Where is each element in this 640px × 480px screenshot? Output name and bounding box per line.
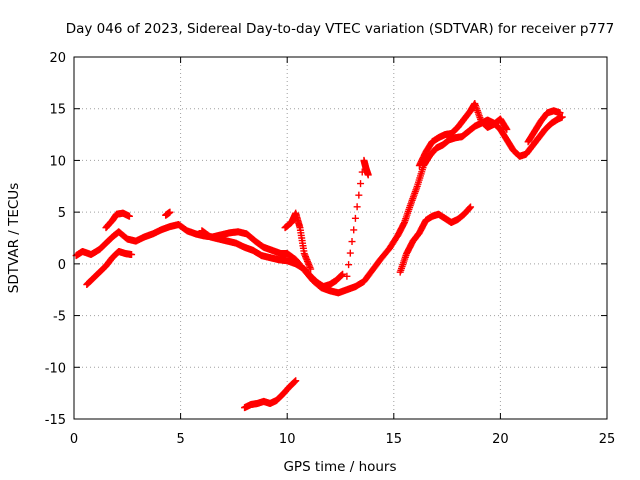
y-tick-label: -10 (45, 361, 66, 376)
data-point (556, 109, 564, 117)
series-lower (83, 203, 475, 291)
data-point (166, 208, 174, 216)
data-point (307, 265, 315, 273)
data-point (558, 113, 566, 121)
data-point (350, 226, 358, 234)
data-point (364, 171, 372, 179)
x-tick-label: 10 (279, 432, 296, 447)
x-tick-label: 25 (599, 432, 616, 447)
data-point (292, 377, 300, 385)
y-tick-label: 10 (49, 154, 66, 169)
y-tick-label: 20 (49, 51, 66, 66)
series-isolated-low (241, 377, 300, 412)
data-point (125, 212, 133, 220)
series-upper (102, 100, 564, 280)
chart-title: Day 046 of 2023, Sidereal Day-to-day VTE… (66, 21, 615, 37)
x-tick-label: 15 (386, 432, 403, 447)
x-tick-label: 0 (70, 432, 78, 447)
y-tick-label: 15 (49, 103, 66, 118)
y-tick-label: 0 (58, 258, 66, 273)
data-point (353, 203, 361, 211)
grid (74, 57, 607, 419)
x-tick-label: 5 (176, 432, 184, 447)
data-point (467, 203, 475, 211)
data-point (348, 238, 356, 246)
x-axis-label: GPS time / hours (283, 459, 396, 475)
x-tick-label: 20 (492, 432, 509, 447)
data-point (345, 261, 353, 269)
data-point (346, 249, 354, 257)
data-point (355, 191, 363, 199)
data-point (503, 125, 511, 133)
plot-area-frame (73, 56, 608, 420)
data-point (351, 214, 359, 222)
y-axis-label: SDTVAR / TECUs (6, 183, 22, 293)
data-point (339, 270, 347, 278)
data-point (357, 180, 365, 188)
axis-ticks: 0 5 10 15 20 25 -15 -10 -5 0 5 10 15 20 (45, 51, 616, 447)
data-points (72, 100, 566, 412)
y-tick-label: -15 (45, 413, 66, 428)
series-main (72, 113, 566, 297)
y-tick-label: -5 (53, 310, 66, 325)
data-point (128, 251, 136, 259)
y-tick-label: 5 (58, 206, 66, 221)
data-point (343, 272, 351, 280)
